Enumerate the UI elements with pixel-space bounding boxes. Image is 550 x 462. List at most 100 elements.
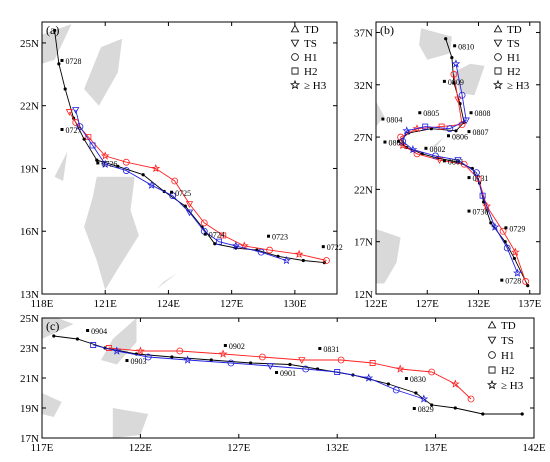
track-point xyxy=(185,201,194,208)
track-point xyxy=(460,160,468,168)
track-point xyxy=(231,241,241,250)
y-tick-label: 37N xyxy=(354,27,373,39)
date-marker xyxy=(86,329,90,332)
legend-symbol xyxy=(486,379,498,390)
track-point xyxy=(57,62,61,66)
date-label: 0728 xyxy=(66,57,82,66)
x-tick-label: 130E xyxy=(283,298,307,310)
axes-frame xyxy=(375,21,541,295)
panel-label: (a) xyxy=(46,23,59,37)
track-point xyxy=(302,365,310,373)
date-marker xyxy=(381,117,385,121)
date-label: 0904 xyxy=(91,327,107,336)
track-point xyxy=(481,412,485,416)
date-label: 0831 xyxy=(323,345,339,354)
track-point xyxy=(171,177,179,185)
legend-label: ≥ H3 xyxy=(501,380,524,392)
track-point xyxy=(454,157,462,164)
track-line xyxy=(69,111,327,261)
legend-label: H2 xyxy=(507,66,520,78)
legend-label: H1 xyxy=(304,52,317,64)
track-point xyxy=(511,247,520,256)
legend-symbol xyxy=(488,366,496,374)
track-point xyxy=(141,173,145,177)
date-marker xyxy=(60,58,64,62)
track-point xyxy=(75,337,80,341)
date-label: 0725 xyxy=(175,189,191,198)
x-tick-label: 122E xyxy=(364,298,388,310)
track-point xyxy=(151,163,161,173)
track-point xyxy=(490,222,500,231)
x-tick-label: 118E xyxy=(31,298,54,310)
track-point xyxy=(65,109,74,116)
land-shape xyxy=(54,151,68,181)
panel-label: (b) xyxy=(380,23,394,37)
track-point xyxy=(473,169,480,177)
track-point xyxy=(266,246,273,254)
panel-b: 122E 127E 132E 137E 12N 17N 22N 27N 32N 37N (b) 072… xyxy=(354,21,542,310)
land-shape xyxy=(42,393,62,417)
track-point xyxy=(100,151,110,160)
track-point xyxy=(450,70,458,78)
track-point xyxy=(450,379,460,388)
track-point xyxy=(122,167,130,174)
track-point xyxy=(451,59,461,68)
land-shape xyxy=(376,101,385,127)
date-marker xyxy=(60,127,64,131)
legend-symbol xyxy=(291,53,299,61)
track-point xyxy=(364,373,374,382)
date-marker xyxy=(404,377,408,380)
date-marker xyxy=(321,245,325,249)
date-marker xyxy=(424,146,428,150)
y-tick-label: 23N xyxy=(20,343,39,355)
track-point xyxy=(249,361,253,365)
date-marker xyxy=(275,371,279,374)
date-marker xyxy=(442,79,446,83)
x-tick-label: 137E xyxy=(424,442,448,454)
track-line xyxy=(108,347,472,400)
track-point xyxy=(475,175,482,182)
x-tick-label: 132E xyxy=(467,298,491,310)
date-label: 0804 xyxy=(386,116,402,125)
track-point xyxy=(422,123,429,130)
y-tick-label: 17N xyxy=(20,433,39,445)
y-tick-label: 19N xyxy=(20,403,39,415)
track-point xyxy=(512,256,516,261)
track-point xyxy=(446,125,454,133)
track-point xyxy=(499,227,507,235)
track-point xyxy=(239,241,249,250)
track-line xyxy=(400,74,527,282)
track-point xyxy=(402,126,412,135)
track-line xyxy=(75,109,287,261)
legend-label: TD xyxy=(501,320,516,332)
land-shape xyxy=(155,273,177,290)
legend-label: H1 xyxy=(501,350,514,362)
track-point xyxy=(522,278,530,285)
track-point xyxy=(176,347,184,355)
legend-symbol xyxy=(493,24,503,33)
x-tick-label: 122E xyxy=(129,442,153,454)
date-label: 0901 xyxy=(280,369,296,378)
land-mask xyxy=(376,28,485,284)
legend-symbol xyxy=(493,39,503,48)
track-point xyxy=(482,201,492,210)
track-point xyxy=(72,107,80,114)
track-point xyxy=(428,368,436,376)
track-point xyxy=(453,406,457,410)
date-label: 0730 xyxy=(473,208,489,217)
legend-symbol xyxy=(487,320,497,329)
legend: TD TS H1 H2 ≥ H3 xyxy=(486,320,524,392)
y-tick-label: 32N xyxy=(354,80,373,92)
track-point xyxy=(520,412,524,416)
date-marker xyxy=(500,278,504,282)
track-line xyxy=(402,63,518,274)
y-tick-label: 25N xyxy=(20,38,39,50)
track-point xyxy=(218,349,228,358)
legend-label: TS xyxy=(501,335,514,347)
date-label: 0902 xyxy=(229,342,245,351)
date-marker xyxy=(223,344,227,347)
land-shape xyxy=(112,408,149,438)
track-point xyxy=(227,359,235,367)
legend-symbol xyxy=(290,24,300,33)
